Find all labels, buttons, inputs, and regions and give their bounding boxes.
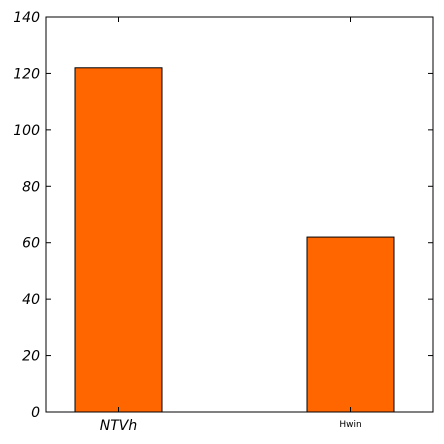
x-category-label-ntvh: NTVh xyxy=(100,418,137,434)
plot-area-frame xyxy=(45,16,434,413)
y-tick-label: 40 xyxy=(22,292,40,308)
bar-hwin xyxy=(306,236,395,413)
y-tick-label: 120 xyxy=(13,66,40,82)
bars-group xyxy=(74,67,395,413)
y-tick-label: 80 xyxy=(22,179,40,195)
y-tick-label: 140 xyxy=(13,10,40,26)
bar-ntvh xyxy=(74,67,163,413)
y-axis: 0 20 40 60 80 100 120 140 xyxy=(13,10,433,421)
y-tick-label: 20 xyxy=(22,349,40,365)
y-tick-label: 100 xyxy=(13,123,40,139)
x-category-label-hwin: Hwin xyxy=(339,420,361,430)
y-tick-label: 60 xyxy=(22,236,40,252)
x-axis: NTVh Hwin xyxy=(100,17,362,434)
y-tick-label: 0 xyxy=(31,405,40,421)
